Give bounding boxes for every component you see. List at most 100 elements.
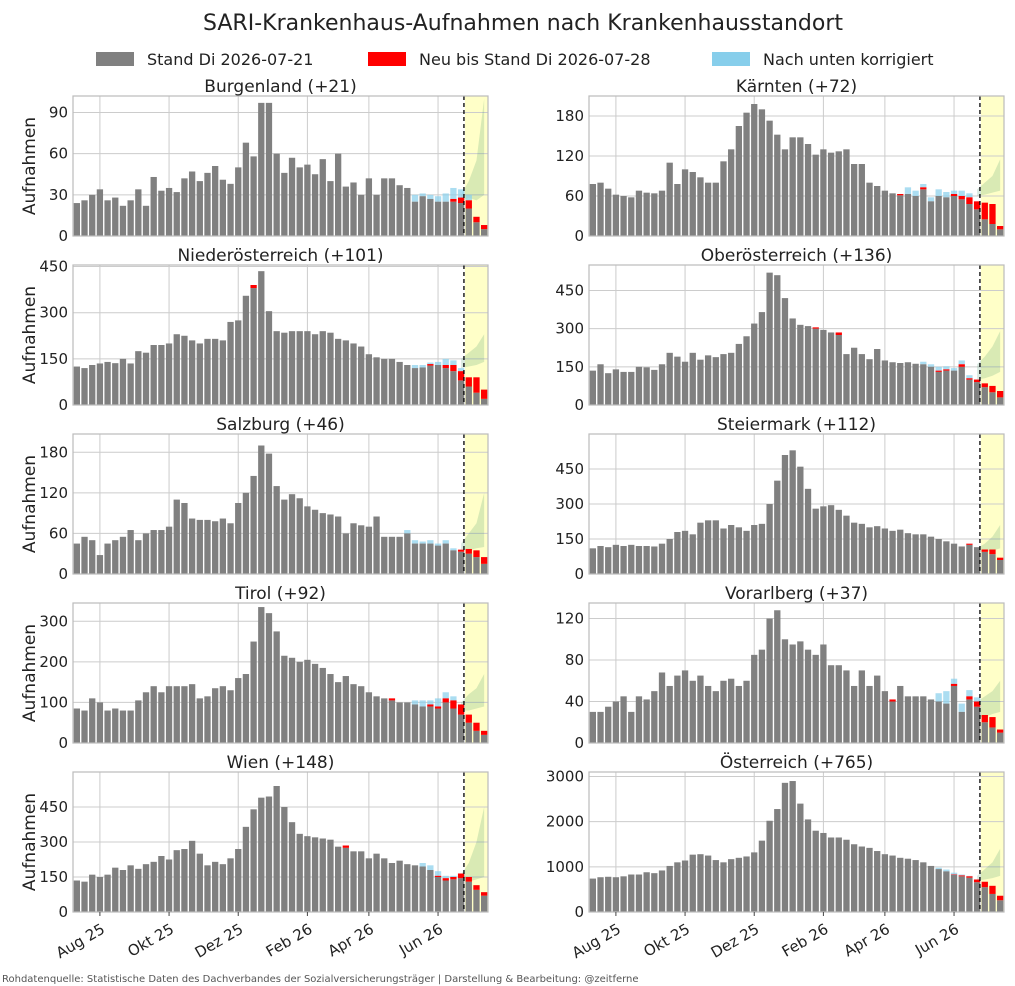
panel-grid: 0 30 60 90 Burgenland (+21) Aufnahmen 0 60 120 18… <box>20 77 1005 962</box>
base-bar <box>350 343 357 405</box>
base-bar <box>635 190 643 236</box>
base-bar <box>920 534 927 574</box>
base-bar <box>419 706 426 743</box>
base-bar <box>950 685 958 743</box>
plot-frame <box>588 771 1005 913</box>
base-bar <box>935 371 942 405</box>
new-bar <box>958 364 965 367</box>
corrected-bar <box>927 197 935 202</box>
base-bar <box>250 809 257 912</box>
base-bar <box>943 703 950 743</box>
base-bar <box>804 144 812 236</box>
base-bar <box>358 686 365 743</box>
base-bar <box>219 864 227 912</box>
base-bar <box>628 544 635 574</box>
base-bar <box>434 708 442 743</box>
base-bar <box>620 371 627 405</box>
base-bar <box>481 563 488 574</box>
base-bar <box>620 696 627 743</box>
base-bar <box>997 397 1004 405</box>
base-bar <box>597 364 604 405</box>
new-bar <box>473 216 480 223</box>
base-bar <box>589 878 596 912</box>
base-bar <box>766 120 773 236</box>
base-bar <box>273 153 280 236</box>
base-bar <box>442 201 449 236</box>
base-bar <box>843 670 850 743</box>
base-bar <box>866 685 873 743</box>
base-bar <box>628 197 635 236</box>
y-tick-label: 0 <box>58 396 68 414</box>
new-bar <box>920 187 927 190</box>
base-bar <box>381 178 388 236</box>
new-bar <box>943 369 950 371</box>
base-bar <box>173 334 180 405</box>
base-bar <box>751 525 758 574</box>
base-bar <box>966 877 973 912</box>
base-bar <box>173 850 180 912</box>
corrected-bar <box>427 362 434 365</box>
base-bar <box>273 331 280 405</box>
corrected-bar <box>427 700 434 705</box>
base-bar <box>173 192 180 236</box>
base-bar <box>381 358 388 405</box>
base-bar <box>96 877 104 912</box>
base-bar <box>674 862 681 912</box>
base-bar <box>781 782 789 912</box>
base-bar <box>434 877 442 912</box>
panel-title: Burgenland (+21) <box>204 77 356 97</box>
new-bar <box>427 364 434 366</box>
base-bar <box>196 853 203 912</box>
y-tick-label: 300 <box>555 320 584 338</box>
new-bar <box>966 197 973 204</box>
corrected-bar <box>457 189 465 198</box>
base-bar <box>981 722 988 743</box>
base-bar <box>104 200 111 236</box>
base-bar <box>196 698 203 743</box>
base-bar <box>774 134 781 236</box>
legend-swatch-corrected <box>712 52 750 66</box>
base-bar <box>235 167 242 236</box>
base-bar <box>411 543 419 574</box>
new-bar <box>450 198 457 202</box>
nowcast-area <box>980 265 1004 405</box>
base-bar <box>804 326 812 405</box>
base-bar <box>381 858 388 912</box>
base-bar <box>450 708 457 743</box>
corrected-bar <box>950 872 958 875</box>
nowcast-band <box>461 334 485 369</box>
y-tick-label: 0 <box>58 565 68 583</box>
new-bar <box>473 722 480 731</box>
base-bar <box>743 680 750 743</box>
base-bar <box>758 840 766 912</box>
base-bar <box>720 354 727 405</box>
base-bar <box>843 354 850 405</box>
base-bar <box>227 858 234 912</box>
base-bar <box>296 167 303 236</box>
base-bar <box>658 672 666 743</box>
nowcast-area <box>980 603 1004 743</box>
corrected-bar <box>411 365 419 369</box>
x-tick-label: Jun 26 <box>395 920 446 960</box>
base-bar <box>373 516 380 574</box>
base-bar <box>966 544 973 574</box>
corrected-bar <box>935 189 942 196</box>
base-bar <box>689 854 696 912</box>
base-bar <box>605 373 612 405</box>
plot-frame <box>72 433 489 575</box>
base-bar <box>396 361 403 405</box>
plot-frame <box>72 771 489 913</box>
base-bar <box>388 536 396 574</box>
base-bar <box>427 365 434 405</box>
base-bar <box>658 543 666 574</box>
base-bar <box>442 368 449 405</box>
base-bar <box>396 860 403 912</box>
corrected-bar <box>434 698 442 707</box>
base-bar <box>473 222 480 236</box>
base-bar <box>311 509 319 574</box>
base-bar <box>350 684 357 743</box>
nowcast-band <box>461 674 485 711</box>
corrected-bar <box>434 543 442 546</box>
y-tick-label: 120 <box>555 610 584 628</box>
base-bar <box>442 702 449 743</box>
